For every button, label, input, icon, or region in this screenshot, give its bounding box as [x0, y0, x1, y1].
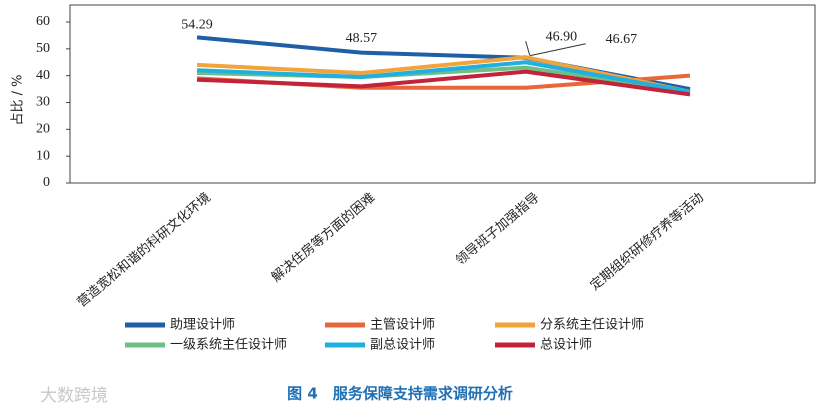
series-line — [196, 55, 691, 94]
legend-label: 一级系统主任设计师 — [170, 338, 287, 353]
legend-label: 主管设计师 — [370, 318, 435, 333]
legend-label: 分系统主任设计师 — [540, 318, 644, 333]
y-tick-label: 50 — [36, 41, 50, 56]
series-line — [196, 69, 691, 97]
x-tick-label: 领导班子加强指导 — [453, 190, 542, 268]
y-tick-label: 60 — [36, 14, 50, 29]
x-tick-label: 营造宽松和谐的科研文化环境 — [74, 189, 214, 310]
data-label: 46.90 — [546, 29, 578, 44]
legend-label: 总设计师 — [540, 338, 592, 353]
x-tick-label: 定期组织研修疗养等活动 — [587, 189, 707, 293]
data-label: 48.57 — [346, 31, 378, 46]
y-tick-label: 10 — [36, 148, 50, 163]
series-line — [196, 60, 691, 94]
data-label: 54.29 — [181, 18, 213, 33]
legend-label: 副总设计师 — [370, 338, 435, 353]
y-tick-label: 20 — [36, 122, 50, 137]
legend-label: 助理设计师 — [170, 318, 235, 333]
y-tick-label: 0 — [43, 175, 50, 190]
x-tick-label: 解决住房等方面的困难 — [268, 189, 378, 285]
y-axis-label: 占比 / % — [11, 75, 26, 126]
leader-line — [525, 41, 531, 56]
y-tick-label: 40 — [36, 68, 50, 83]
y-tick-label: 30 — [36, 95, 50, 110]
data-label: 46.67 — [606, 32, 638, 47]
leader-line — [529, 43, 586, 57]
caption: 图 4 服务保障支持需求调研分析 — [287, 385, 513, 403]
watermark: 大数跨境 — [40, 386, 108, 406]
plot-frame — [69, 4, 816, 184]
